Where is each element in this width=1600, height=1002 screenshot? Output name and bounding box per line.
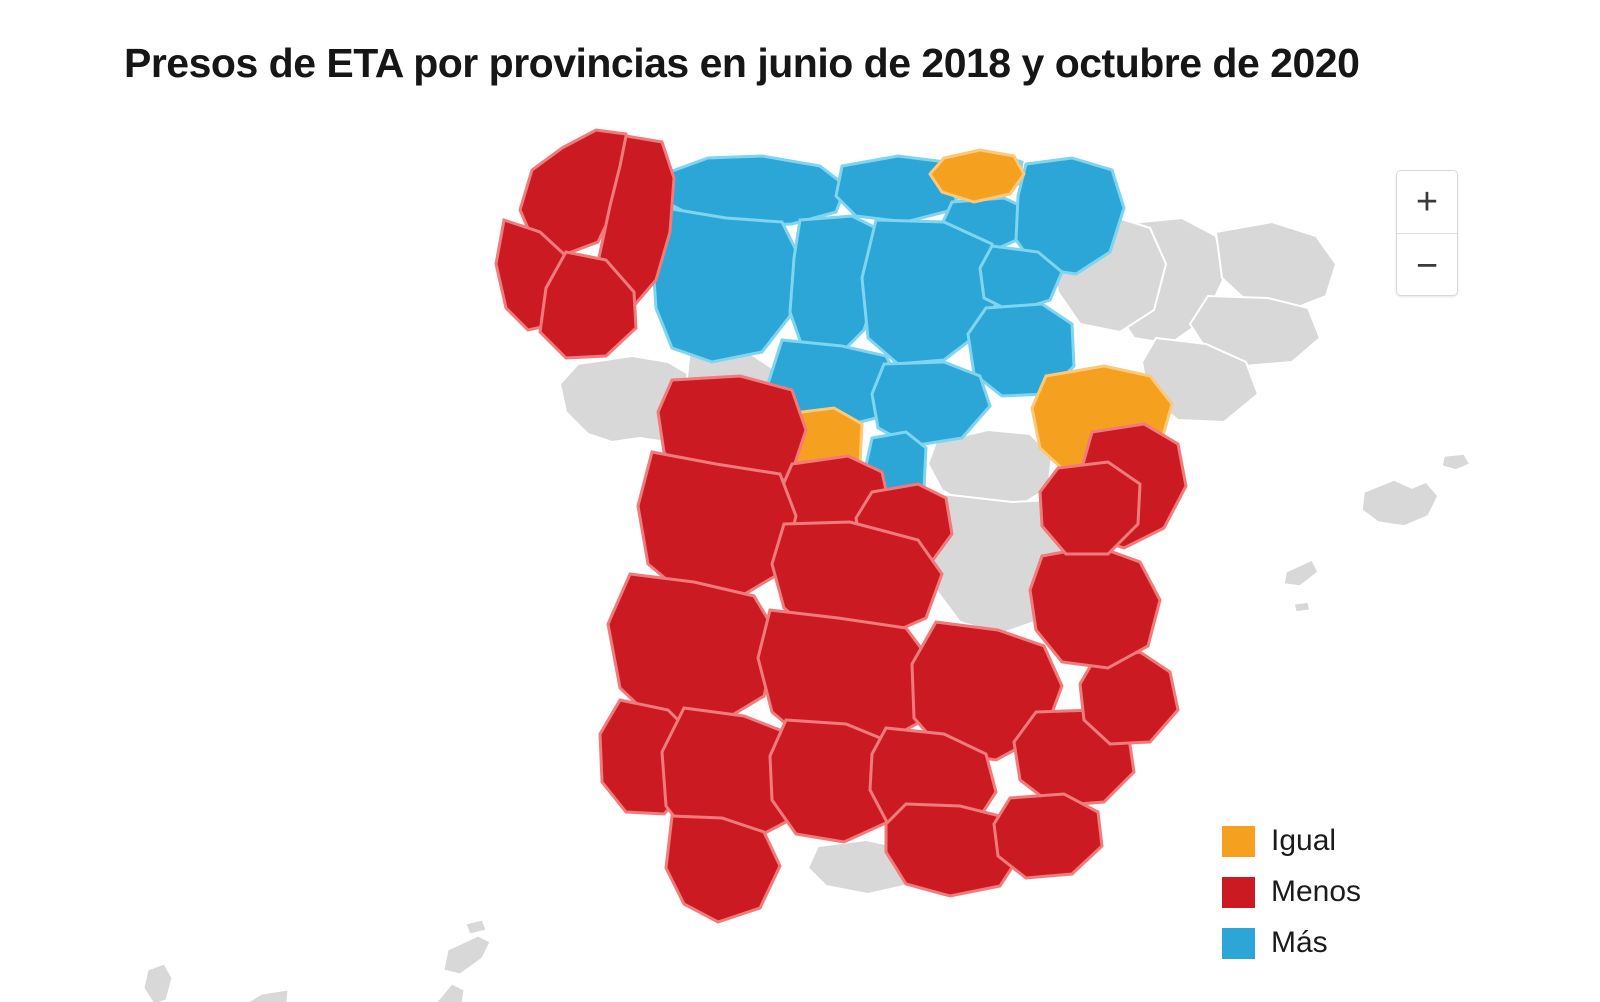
legend-label-menos: Menos [1271,875,1362,908]
region-cordoba[interactable] [768,718,906,844]
page-title: Presos de ETA por provincias en junio de… [124,40,1360,87]
region-valencia[interactable] [1028,544,1162,670]
region-la-graciosa[interactable] [465,919,487,935]
region-guipuzcoa[interactable] [928,148,1026,204]
region-leon[interactable] [650,206,802,364]
region-granada[interactable] [884,802,1024,898]
region-almeria[interactable] [992,792,1104,880]
map-zoom-control[interactable]: + − [1396,170,1458,296]
legend-label-mas: Más [1271,926,1328,959]
zoom-out-button[interactable]: − [1397,234,1457,295]
region-tenerife[interactable] [224,989,289,1002]
region-lanzarote[interactable] [443,935,491,975]
region-badajoz[interactable] [606,572,780,728]
region-mallorca[interactable] [1361,479,1439,527]
region-menorca[interactable] [1441,453,1472,471]
region-segovia[interactable] [870,360,992,448]
legend-item-igual[interactable]: Igual [1222,824,1361,858]
region-navarra[interactable] [1014,156,1126,276]
region-a-coruna[interactable] [518,128,632,256]
region-girona[interactable] [1214,220,1338,312]
region-ibiza[interactable] [1283,559,1319,587]
region-teruel[interactable] [1038,460,1142,556]
legend-item-mas[interactable]: Más [1222,926,1361,960]
region-caceres[interactable] [636,450,798,600]
region-la-palma[interactable] [143,963,173,1002]
legend-swatch-igual [1222,825,1255,857]
legend-swatch-mas [1222,927,1255,959]
region-alicante[interactable] [1078,650,1180,746]
region-barcelona[interactable] [1188,294,1322,368]
map-legend: Igual Menos Más [1222,824,1361,960]
region-burgos[interactable] [860,218,1006,366]
zoom-in-button[interactable]: + [1397,171,1457,234]
legend-label-igual: Igual [1271,824,1337,857]
region-cadiz[interactable] [664,814,782,924]
legend-swatch-menos [1222,876,1255,908]
spain-provinces-map[interactable] [0,112,1600,1002]
region-guadalajara[interactable] [926,428,1054,509]
map-container[interactable] [0,112,1600,1002]
region-fuerteventura[interactable] [416,983,465,1002]
legend-item-menos[interactable]: Menos [1222,875,1361,909]
region-formentera[interactable] [1293,601,1311,613]
region-ourense[interactable] [538,250,638,360]
region-palencia[interactable] [788,214,882,358]
menos-regions [494,128,1188,924]
